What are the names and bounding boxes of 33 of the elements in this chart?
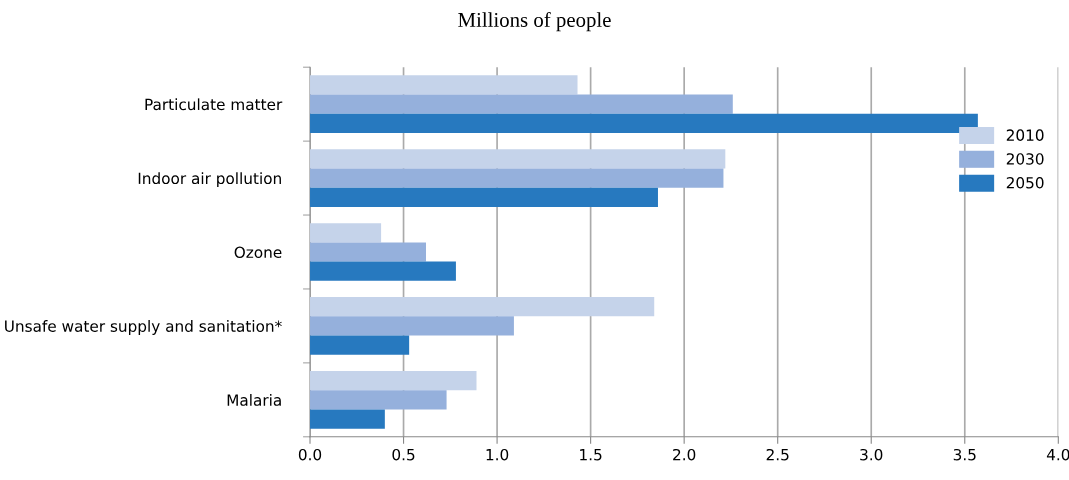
bar	[310, 335, 410, 355]
chart-title: Millions of people	[458, 12, 611, 32]
legend-label: 2030	[1006, 153, 1044, 165]
bar	[310, 75, 578, 95]
legend-label: 2050	[1006, 176, 1044, 189]
x-tick-label: 4.0	[1046, 448, 1069, 461]
x-tick-label: 1.0	[486, 448, 509, 461]
bar	[310, 168, 724, 188]
bar	[310, 297, 655, 317]
bar	[310, 371, 477, 391]
bar	[310, 261, 456, 281]
bar	[310, 316, 514, 336]
y-tick-label: Malaria	[227, 394, 281, 406]
bar	[310, 390, 447, 410]
bar	[310, 149, 726, 169]
bar	[310, 187, 658, 207]
y-tick-label: Indoor air pollution	[138, 172, 281, 188]
bar	[310, 113, 978, 133]
bar	[310, 242, 426, 262]
y-tick-label: Ozone	[234, 246, 282, 259]
bar	[310, 223, 382, 243]
y-tick-label: Unsafe water supply and sanitation*	[5, 320, 282, 335]
x-tick-label: 0.5	[392, 448, 415, 461]
x-tick-label: 1.5	[580, 449, 602, 461]
bar	[310, 94, 733, 114]
x-tick-label: 2.5	[766, 448, 789, 461]
x-tick-label: 2.0	[673, 448, 696, 461]
x-tick-label: 0.0	[298, 448, 322, 461]
y-tick-label: Particulate matter	[145, 98, 283, 111]
legend-label: 2010	[1006, 129, 1044, 141]
x-tick-label: 3.0	[860, 448, 883, 461]
bar	[310, 409, 385, 429]
x-tick-label: 3.5	[953, 448, 976, 461]
